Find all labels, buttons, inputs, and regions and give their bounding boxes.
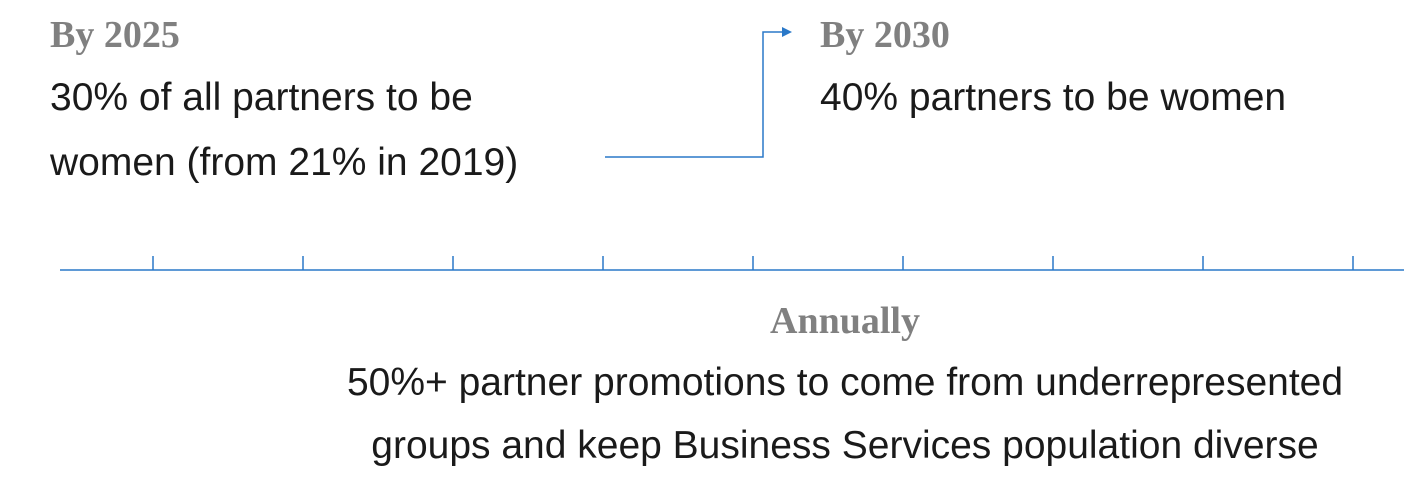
goal-heading: Annually [770, 300, 920, 342]
goal-text: 40% partners to be women [820, 76, 1286, 119]
goal-heading: By 2030 [820, 14, 950, 56]
goal-heading: By 2025 [50, 14, 180, 56]
goal-text: 30% of all partners to be [50, 76, 473, 119]
connector-arrow [605, 31, 782, 158]
arrow-head [782, 27, 792, 37]
goal-text: groups and keep Business Services popula… [371, 424, 1318, 467]
goal-text: women (from 21% in 2019) [49, 141, 518, 184]
timeline [60, 256, 1404, 271]
goal-text: 50%+ partner promotions to come from und… [347, 361, 1343, 404]
